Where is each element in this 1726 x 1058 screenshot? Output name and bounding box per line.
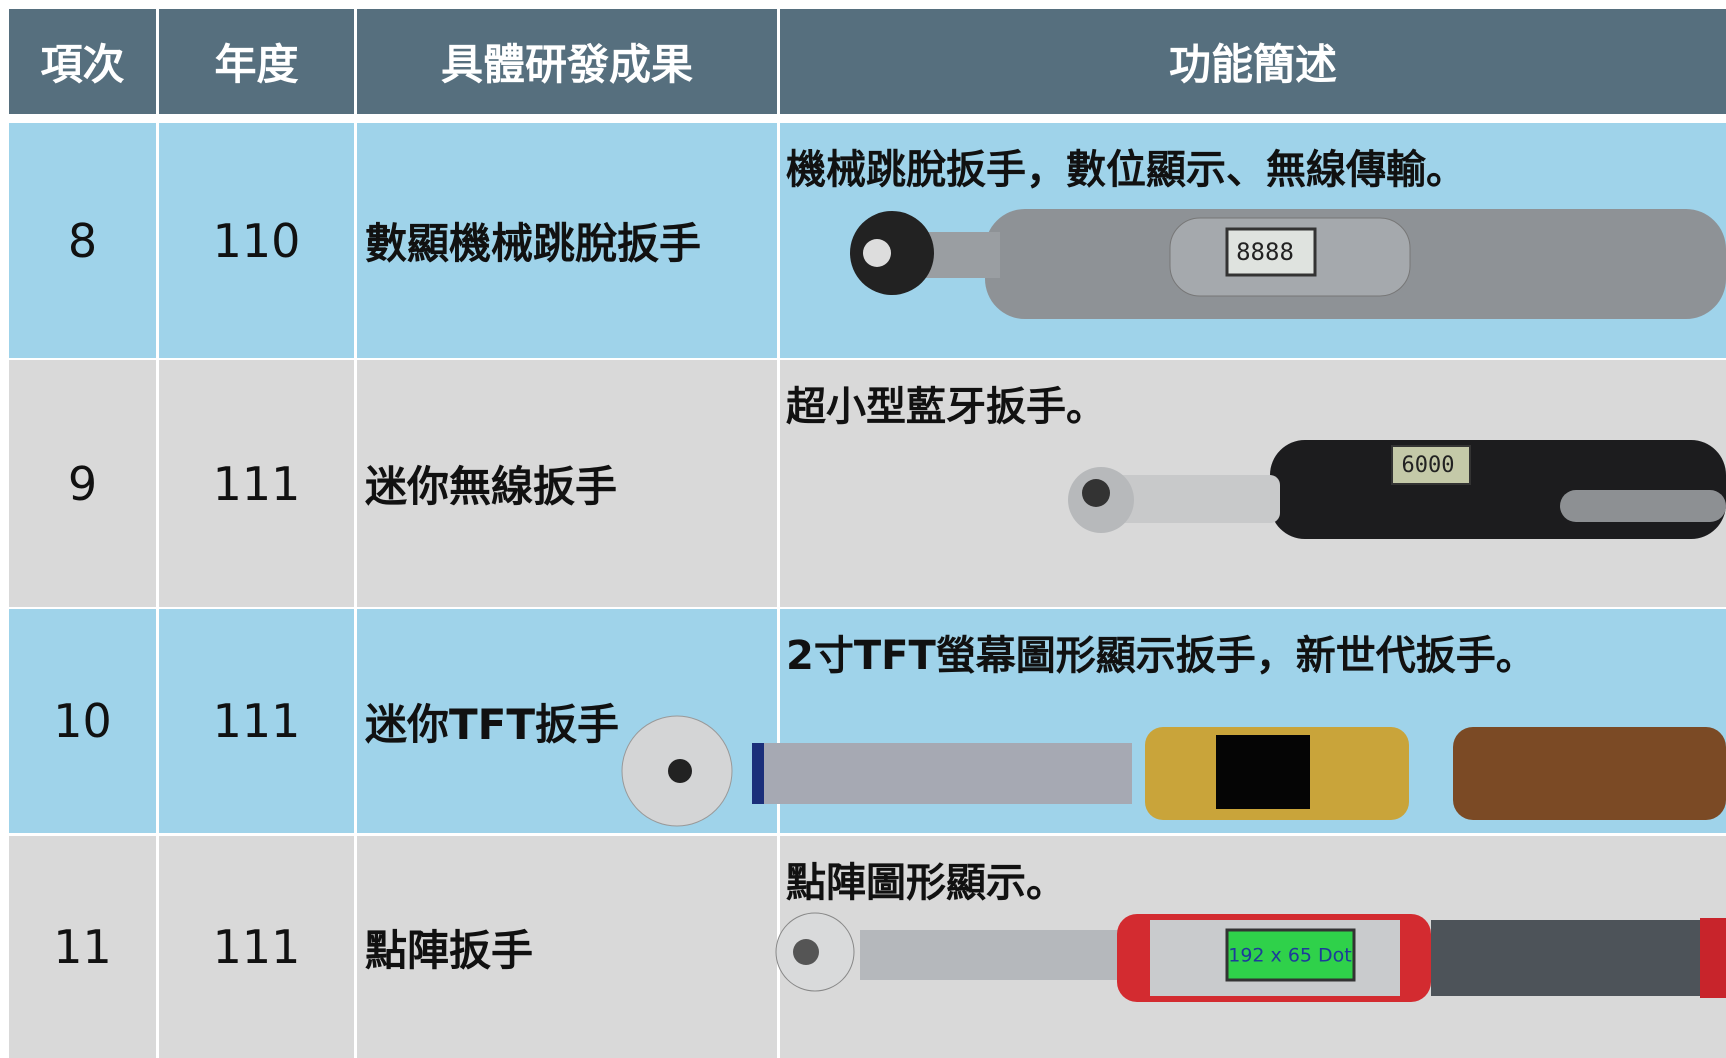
- item-cell: 10: [9, 609, 156, 833]
- year-cell: 111: [159, 360, 354, 607]
- header-cell: 功能簡述: [780, 9, 1726, 114]
- item-cell: 9: [9, 360, 156, 607]
- name-cell: 點陣扳手: [357, 836, 777, 1058]
- wrench-neck: [1110, 475, 1280, 523]
- wrench-handle: [1453, 727, 1726, 820]
- wrench-shaft: [860, 930, 1130, 980]
- tft-screen: [1216, 735, 1310, 809]
- wrench-head-inner: [863, 239, 891, 267]
- item-cell: 11: [9, 836, 156, 1058]
- wrench-shaft: [752, 743, 1132, 804]
- wrench-grip: [1560, 490, 1726, 522]
- year-cell: 110: [159, 123, 354, 358]
- header-cell: 年度: [159, 9, 354, 114]
- year-cell: 111: [159, 609, 354, 833]
- lcd-text: 192 x 65 Dot: [1228, 945, 1352, 967]
- header-cell: 項次: [9, 9, 156, 114]
- lcd: [1391, 445, 1471, 485]
- header-cell: 具體研發成果: [357, 9, 777, 114]
- year-cell: 111: [159, 836, 354, 1058]
- item-cell: 8: [9, 123, 156, 358]
- wrench-end: [1700, 918, 1726, 998]
- wrench-head: [850, 211, 934, 295]
- wrench-band: [752, 743, 764, 804]
- lcd-text: 8888: [1236, 238, 1294, 266]
- wrench-handle: [1431, 920, 1726, 996]
- lcd: [1225, 227, 1317, 277]
- wrench-head-inner: [1082, 479, 1110, 507]
- wrench-head-inner: [793, 939, 819, 965]
- lcd-text: 6000: [1402, 453, 1455, 478]
- name-cell: 迷你無線扳手: [357, 360, 777, 607]
- wrench-head-inner: [668, 759, 692, 783]
- lcd: [1225, 928, 1356, 982]
- name-cell: 數顯機械跳脫扳手: [357, 123, 777, 358]
- wrench-body: [1270, 440, 1726, 539]
